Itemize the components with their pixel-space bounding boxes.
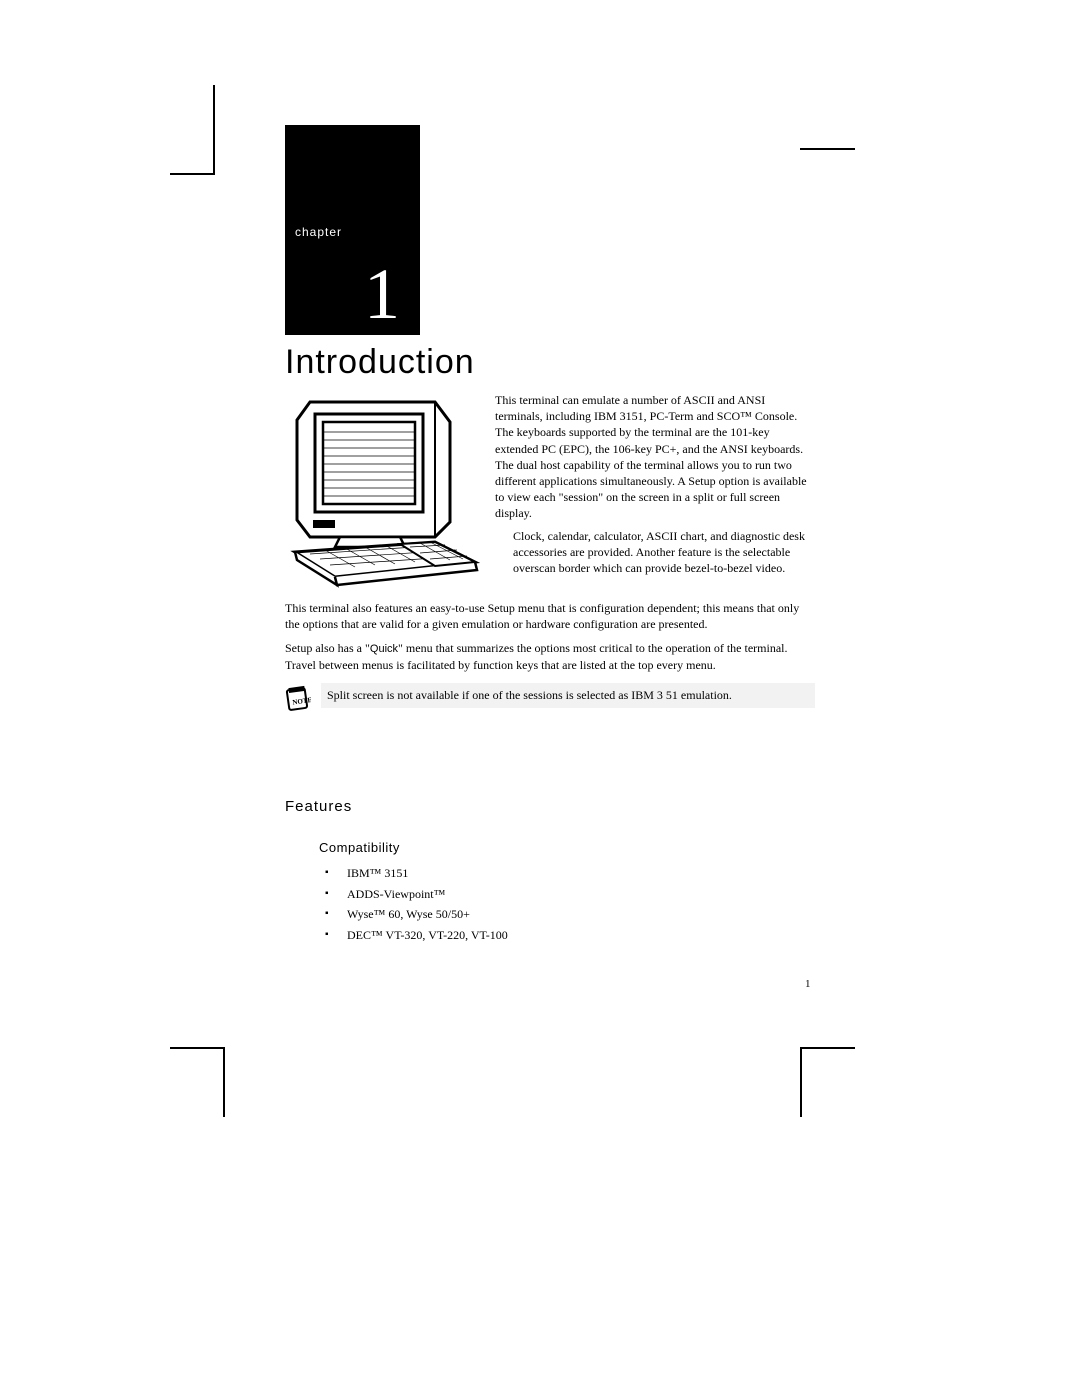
computer-terminal-icon <box>285 392 480 592</box>
crop-mark-top-left <box>170 85 215 175</box>
note-text: Split screen is not available if one of … <box>321 683 815 708</box>
intro-block: This terminal can emulate a number of AS… <box>285 392 815 592</box>
features-heading: Features <box>285 798 815 815</box>
intro-paragraph-2: Clock, calendar, calculator, ASCII chart… <box>495 528 815 577</box>
intro-paragraph-3: This terminal also features an easy-to-u… <box>285 600 815 632</box>
list-item: ADDS-Viewpoint™ <box>319 884 815 904</box>
chapter-label: chapter <box>295 225 342 239</box>
chapter-box: chapter 1 <box>285 125 420 335</box>
p4-part-a: Setup also has a " <box>285 641 370 655</box>
page-title: Introduction <box>285 343 815 382</box>
page-content: chapter 1 Introduction <box>285 125 815 945</box>
note-row: NOTE Split screen is not available if on… <box>285 683 815 713</box>
p4-quick: Quick <box>370 643 398 655</box>
list-item: IBM™ 3151 <box>319 863 815 883</box>
note-icon: NOTE <box>285 685 311 713</box>
crop-mark-bottom-right <box>800 1047 855 1117</box>
intro-paragraph-1: This terminal can emulate a number of AS… <box>495 392 815 522</box>
list-item: DEC™ VT-320, VT-220, VT-100 <box>319 925 815 945</box>
svg-text:NOTE: NOTE <box>292 696 311 707</box>
intro-paragraph-4: Setup also has a "Quick" menu that summa… <box>285 640 815 673</box>
page-number: 1 <box>805 978 811 990</box>
compatibility-list: IBM™ 3151 ADDS-Viewpoint™ Wyse™ 60, Wyse… <box>319 863 815 945</box>
list-item: Wyse™ 60, Wyse 50/50+ <box>319 904 815 924</box>
crop-mark-bottom-left <box>170 1047 225 1117</box>
compatibility-heading: Compatibility <box>319 840 815 855</box>
chapter-number: 1 <box>364 258 400 330</box>
intro-right-column: This terminal can emulate a number of AS… <box>495 392 815 576</box>
